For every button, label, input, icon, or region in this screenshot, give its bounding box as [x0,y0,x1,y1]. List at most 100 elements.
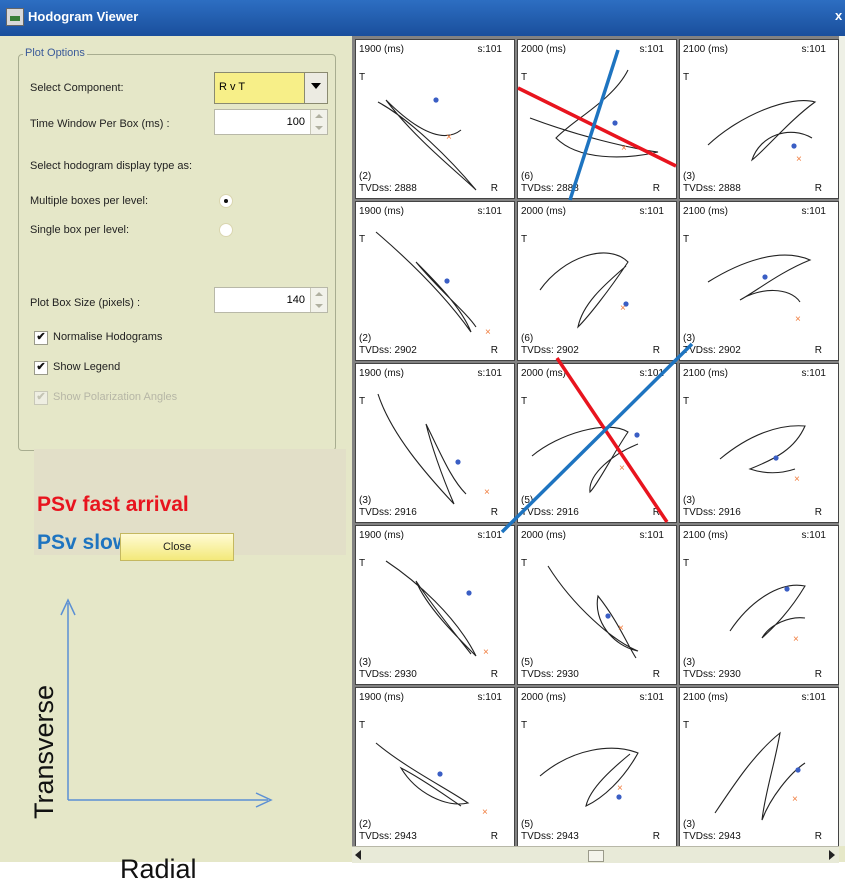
box-r-axis-label: R [652,345,660,356]
spinner-arrows-icon[interactable] [310,288,327,312]
scroll-right-icon[interactable] [829,850,835,860]
vertical-scrollbar[interactable] [839,36,845,846]
hodogram-curve: × [539,252,629,329]
multiple-boxes-radio[interactable] [219,194,233,208]
start-point-dot [795,767,801,773]
hodogram-curve: × [377,393,490,505]
hodogram-trace [707,254,812,303]
plot-box-size-spinner[interactable]: 140 [214,287,328,313]
multiple-boxes-label: Multiple boxes per level: [30,195,149,207]
start-point-dot [444,278,450,284]
box-s-label: s:101 [801,44,826,55]
end-point-cross: × [446,132,452,143]
box-r-axis-label: R [490,507,498,518]
hodogram-curve: × [547,565,639,659]
box-t-axis-label: T [683,720,690,731]
hodogram-box[interactable]: × 2000 (ms) s:101 T (6) TVDss: 2902 R [517,201,677,361]
hodogram-curve: × [529,69,659,158]
box-depth-label: TVDss: 2888 [359,183,417,194]
hodogram-box[interactable]: × 1900 (ms) s:101 T (3) TVDss: 2916 R [355,363,515,523]
box-t-axis-label: T [521,558,528,569]
box-depth-label: TVDss: 2902 [359,345,417,356]
scroll-left-icon[interactable] [355,850,361,860]
normalise-label: Normalise Hodograms [53,331,163,343]
box-r-axis-label: R [652,183,660,194]
hodogram-box[interactable]: × 1900 (ms) s:101 T (2) TVDss: 2902 R [355,201,515,361]
box-time-label: 2100 (ms) [683,692,729,703]
hodogram-box[interactable]: × 1900 (ms) s:101 T (3) TVDss: 2930 R [355,525,515,685]
start-point-dot [791,143,797,149]
hodogram-box[interactable]: × 2000 (ms) s:101 T (6) TVDss: 2888 R [517,39,677,199]
hodogram-trace [729,584,806,639]
single-box-radio[interactable] [219,223,233,237]
box-depth-label: TVDss: 2902 [521,345,579,356]
box-depth-label: TVDss: 2943 [521,831,579,842]
box-s-label: s:101 [639,692,664,703]
transverse-axis: Transverse [29,685,59,819]
spinner-arrows-icon[interactable] [310,110,327,134]
box-t-axis-label: T [521,234,528,245]
left-panel: Plot Options Select Component: R v T Tim… [0,36,352,884]
hodogram-box[interactable]: × 2000 (ms) s:101 T (5) TVDss: 2916 R [517,363,677,523]
time-window-spinner[interactable]: 100 [214,109,328,135]
box-depth-label: TVDss: 2916 [683,507,741,518]
hodogram-box[interactable]: × 1900 (ms) s:101 T (2) TVDss: 2888 R [355,39,515,199]
box-time-label: 2100 (ms) [683,368,729,379]
select-component-dropdown[interactable]: R v T [214,72,328,104]
box-r-axis-label: R [814,345,822,356]
hodogram-curve: × [375,742,488,818]
hodogram-curve: × [385,560,489,658]
box-s-label: s:101 [801,368,826,379]
end-point-cross: × [483,647,489,658]
box-s-label: s:101 [477,368,502,379]
end-point-cross: × [794,474,800,485]
hodogram-box[interactable]: × 2100 (ms) s:101 T (3) TVDss: 2943 R [679,687,839,847]
hodogram-box[interactable]: × 2100 (ms) s:101 T (3) TVDss: 2902 R [679,201,839,361]
box-r-axis-label: R [814,831,822,842]
box-count-label: (3) [359,495,372,506]
hodogram-box[interactable]: × 2100 (ms) s:101 T (3) TVDss: 2888 R [679,39,839,199]
title-bar[interactable]: Hodogram Viewer x [0,0,845,36]
box-r-axis-label: R [652,831,660,842]
chevron-down-icon[interactable] [304,73,327,103]
box-count-label: (3) [683,819,696,830]
show-legend-checkbox[interactable]: ✔ [34,361,48,375]
box-r-axis-label: R [490,183,498,194]
time-window-label: Time Window Per Box (ms) : [30,118,170,130]
display-type-label: Select hodogram display type as: [30,160,193,172]
scroll-thumb[interactable] [588,850,604,862]
hodogram-box[interactable]: × 2100 (ms) s:101 T (3) TVDss: 2916 R [679,363,839,523]
box-s-label: s:101 [477,530,502,541]
plot-options-title: Plot Options [23,47,87,59]
close-icon[interactable]: x [835,8,843,23]
box-count-label: (3) [359,657,372,668]
hodogram-box[interactable]: × 1900 (ms) s:101 T (2) TVDss: 2943 R [355,687,515,847]
close-button[interactable]: Close [120,533,234,561]
start-point-dot [437,771,443,777]
start-point-dot [455,459,461,465]
box-r-axis-label: R [814,183,822,194]
start-point-dot [466,590,472,596]
box-depth-label: TVDss: 2888 [683,183,741,194]
box-t-axis-label: T [683,396,690,407]
hodogram-box[interactable]: × 2000 (ms) s:101 T (5) TVDss: 2943 R [517,687,677,847]
end-point-cross: × [620,303,626,314]
show-polarization-checkbox: ✔ [34,391,48,405]
box-time-label: 2000 (ms) [521,44,567,55]
hodogram-curve: × [719,425,806,485]
box-time-label: 2100 (ms) [683,530,729,541]
box-count-label: (3) [683,495,696,506]
plot-box-size-value: 140 [286,294,305,306]
hodogram-trace [714,731,806,821]
box-time-label: 2000 (ms) [521,206,567,217]
horizontal-scrollbar[interactable] [352,846,839,863]
normalise-checkbox[interactable]: ✔ [34,331,48,345]
box-depth-label: TVDss: 2943 [683,831,741,842]
hodogram-box[interactable]: × 2100 (ms) s:101 T (3) TVDss: 2930 R [679,525,839,685]
box-count-label: (5) [521,657,534,668]
show-legend-label: Show Legend [53,361,121,373]
box-time-label: 1900 (ms) [359,206,405,217]
box-count-label: (3) [683,657,696,668]
hodogram-box[interactable]: × 2000 (ms) s:101 T (5) TVDss: 2930 R [517,525,677,685]
box-depth-label: TVDss: 2930 [359,669,417,680]
